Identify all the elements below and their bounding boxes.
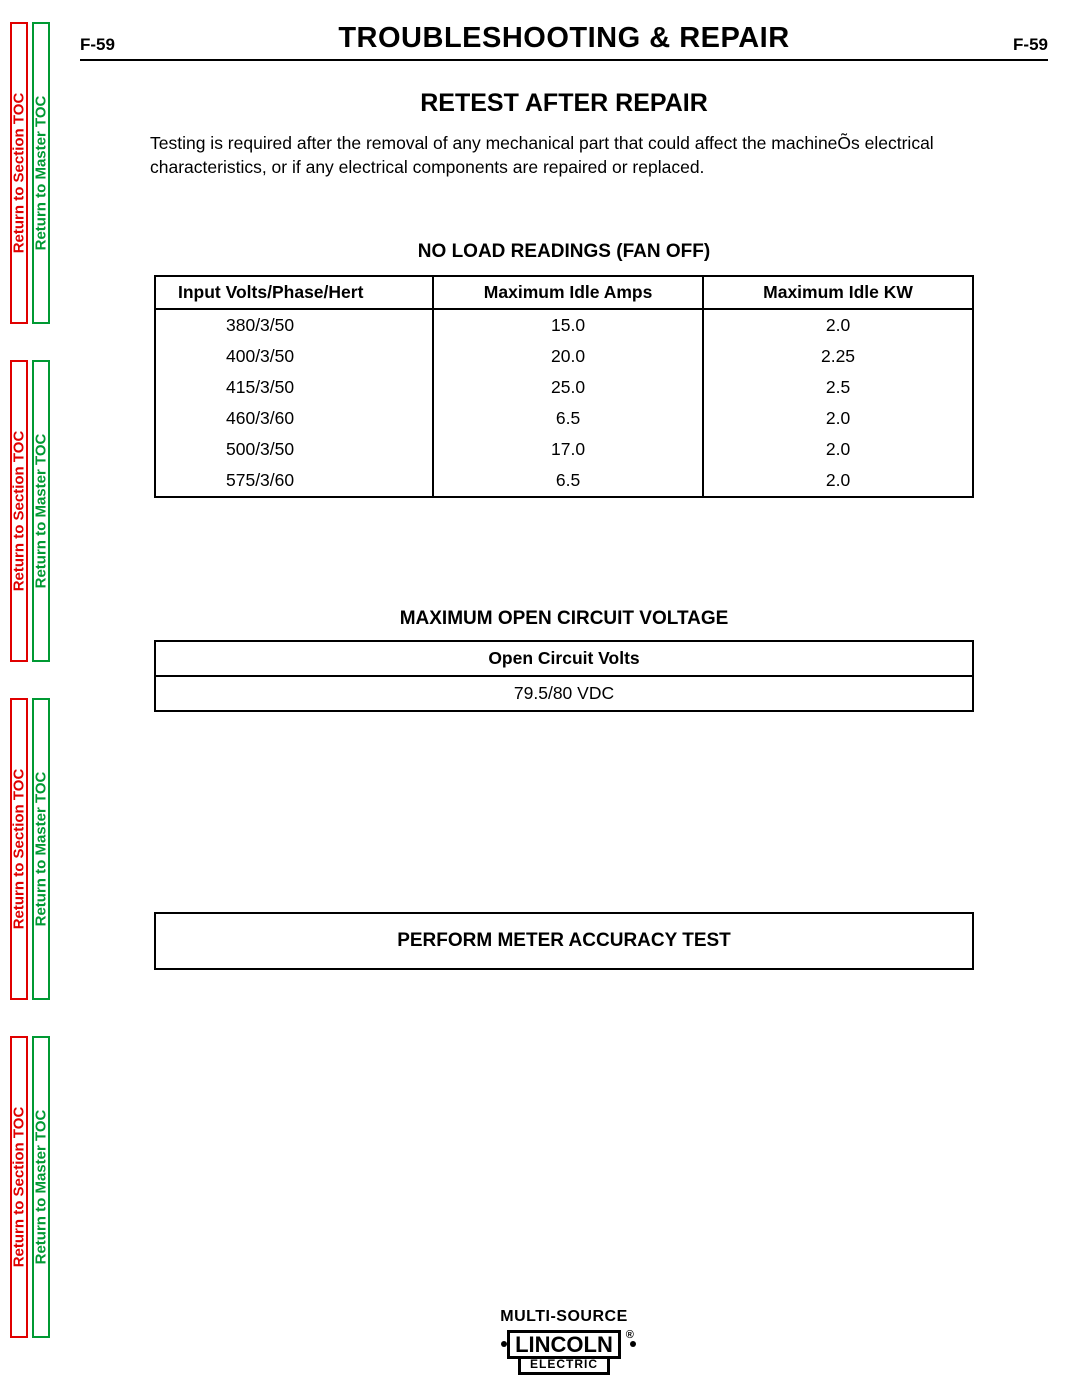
cell: 2.0 — [703, 465, 973, 497]
ocv-value: 79.5/80 VDC — [155, 676, 973, 711]
cell: 6.5 — [433, 465, 703, 497]
table-row: 500/3/5017.02.0 — [155, 434, 973, 465]
table-row: 460/3/606.52.0 — [155, 403, 973, 434]
cell: 2.0 — [703, 309, 973, 341]
footer-product-name: MULTI-SOURCE — [80, 1308, 1048, 1326]
table-row: 79.5/80 VDC — [155, 676, 973, 711]
cell: 400/3/50 — [155, 341, 433, 372]
content-area: F-59 TROUBLESHOOTING & REPAIR F-59 RETES… — [80, 22, 1048, 1397]
cell: 415/3/50 — [155, 372, 433, 403]
table-row: 575/3/606.52.0 — [155, 465, 973, 497]
cell: 500/3/50 — [155, 434, 433, 465]
table-row: 380/3/5015.02.0 — [155, 309, 973, 341]
return-section-toc-label: Return to Section TOC — [11, 93, 28, 254]
ocv-table-title: MAXIMUM OPEN CIRCUIT VOLTAGE — [80, 608, 1048, 630]
return-master-toc-1[interactable]: Return to Master TOC — [32, 22, 50, 324]
cell: 380/3/50 — [155, 309, 433, 341]
col-header-amps: Maximum Idle Amps — [433, 276, 703, 309]
cell: 6.5 — [433, 403, 703, 434]
cell: 575/3/60 — [155, 465, 433, 497]
page-footer: MULTI-SOURCE LINCOLN ® ELECTRIC — [80, 1308, 1048, 1375]
table-row: 415/3/5025.02.5 — [155, 372, 973, 403]
cell: 2.25 — [703, 341, 973, 372]
return-master-toc-4[interactable]: Return to Master TOC — [32, 1036, 50, 1338]
ocv-header: Open Circuit Volts — [155, 641, 973, 676]
page: Return to Section TOC Return to Master T… — [0, 0, 1080, 1397]
cell: 25.0 — [433, 372, 703, 403]
section-title: TROUBLESHOOTING & REPAIR — [338, 22, 789, 55]
logo-brand-top: LINCOLN ® — [507, 1330, 621, 1359]
cell: 460/3/60 — [155, 403, 433, 434]
return-section-toc-label: Return to Section TOC — [11, 1107, 28, 1268]
return-master-toc-label: Return to Master TOC — [33, 434, 50, 589]
no-load-table-title: NO LOAD READINGS (FAN OFF) — [80, 241, 1048, 263]
page-header: F-59 TROUBLESHOOTING & REPAIR F-59 — [80, 22, 1048, 61]
side-tabs: Return to Section TOC Return to Master T… — [10, 22, 52, 1375]
page-number-right: F-59 — [1013, 35, 1048, 55]
return-master-toc-label: Return to Master TOC — [33, 96, 50, 251]
col-header-kw: Maximum Idle KW — [703, 276, 973, 309]
return-master-toc-label: Return to Master TOC — [33, 1110, 50, 1265]
cell: 2.5 — [703, 372, 973, 403]
return-section-toc-label: Return to Section TOC — [11, 431, 28, 592]
logo-brand-top-text: LINCOLN — [515, 1332, 613, 1357]
return-master-toc-label: Return to Master TOC — [33, 772, 50, 927]
ocv-table: Open Circuit Volts 79.5/80 VDC — [154, 640, 974, 712]
return-master-toc-3[interactable]: Return to Master TOC — [32, 698, 50, 1000]
table-header-row: Input Volts/Phase/Hert Maximum Idle Amps… — [155, 276, 973, 309]
cell: 2.0 — [703, 403, 973, 434]
return-section-toc-label: Return to Section TOC — [11, 769, 28, 930]
meter-accuracy-test-box: PERFORM METER ACCURACY TEST — [154, 912, 974, 970]
return-section-toc-4[interactable]: Return to Section TOC — [10, 1036, 28, 1338]
registered-mark: ® — [626, 1330, 634, 1342]
table-row: 400/3/5020.02.25 — [155, 341, 973, 372]
page-number-left: F-59 — [80, 35, 115, 55]
intro-paragraph: Testing is required after the removal of… — [150, 132, 988, 179]
return-section-toc-1[interactable]: Return to Section TOC — [10, 22, 28, 324]
cell: 2.0 — [703, 434, 973, 465]
page-subtitle: RETEST AFTER REPAIR — [80, 89, 1048, 118]
table-header-row: Open Circuit Volts — [155, 641, 973, 676]
lincoln-electric-logo: LINCOLN ® ELECTRIC — [507, 1330, 621, 1375]
meter-accuracy-test-title: PERFORM METER ACCURACY TEST — [397, 930, 731, 951]
return-section-toc-2[interactable]: Return to Section TOC — [10, 360, 28, 662]
cell: 15.0 — [433, 309, 703, 341]
return-section-toc-3[interactable]: Return to Section TOC — [10, 698, 28, 1000]
return-master-toc-2[interactable]: Return to Master TOC — [32, 360, 50, 662]
cell: 17.0 — [433, 434, 703, 465]
col-header-input: Input Volts/Phase/Hert — [155, 276, 433, 309]
cell: 20.0 — [433, 341, 703, 372]
no-load-readings-table: Input Volts/Phase/Hert Maximum Idle Amps… — [154, 275, 974, 498]
